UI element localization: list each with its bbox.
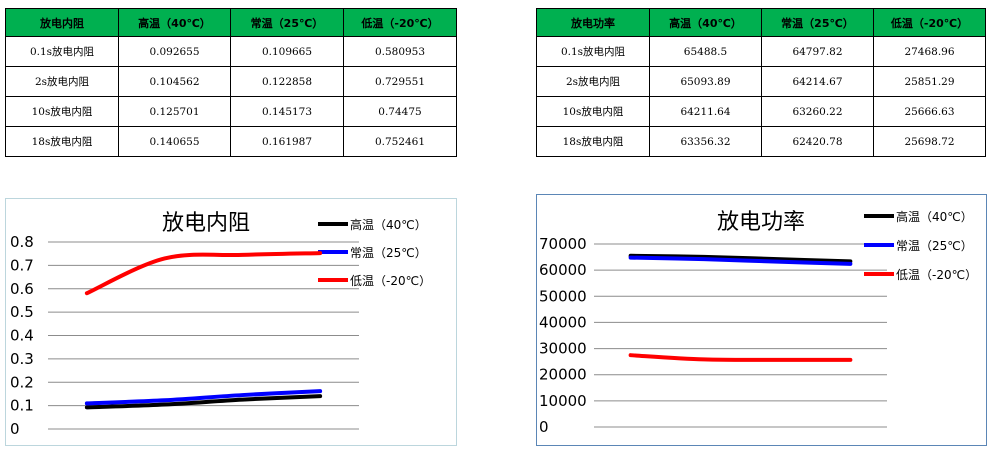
table-header-row: 放电功率 高温（40℃） 常温（25℃） 低温（-20℃） bbox=[536, 8, 986, 37]
table-cell: 0.1s放电内阻 bbox=[5, 36, 119, 67]
table-row: 18s放电内阻 0.140655 0.161987 0.752461 bbox=[5, 126, 457, 157]
resistance-chart: 0 0.1 0.2 0.3 0.4 0.5 0.6 0.7 0.8 放电内阻 高温（40℃） 常温（2… bbox=[5, 198, 457, 446]
power-chart: 0 10000 20000 30000 40000 50000 60000 70000 放电功率… bbox=[536, 194, 987, 446]
y-tick-label: 0.5 bbox=[10, 303, 34, 321]
header-cell: 常温（25℃） bbox=[230, 8, 344, 37]
table-cell: 0.580953 bbox=[343, 36, 457, 67]
table-cell: 25666.63 bbox=[873, 96, 986, 127]
table-cell: 25851.29 bbox=[873, 66, 986, 97]
y-tick-label: 10000 bbox=[539, 392, 587, 410]
legend-label: 高温（40℃） bbox=[350, 217, 427, 232]
chart-title: 放电功率 bbox=[717, 210, 805, 235]
y-tick-label: 70000 bbox=[539, 235, 587, 253]
table-header-row: 放电内阻 高温（40℃） 常温（25℃） 低温（-20℃） bbox=[5, 8, 457, 37]
table-cell: 0.729551 bbox=[343, 66, 457, 97]
table-cell: 0.145173 bbox=[230, 96, 344, 127]
table-cell: 0.092655 bbox=[118, 36, 231, 67]
table-cell: 2s放电内阻 bbox=[536, 66, 650, 97]
table-row: 10s放电内阻 0.125701 0.145173 0.74475 bbox=[5, 96, 457, 127]
table-cell: 18s放电内阻 bbox=[5, 126, 119, 157]
y-tick-label: 50000 bbox=[539, 287, 587, 305]
header-cell: 高温（40℃） bbox=[118, 8, 231, 37]
table-cell: 0.122858 bbox=[230, 66, 344, 97]
table-cell: 0.1s放电内阻 bbox=[536, 36, 650, 67]
table-cell: 18s放电内阻 bbox=[536, 126, 650, 157]
header-cell: 低温（-20℃） bbox=[343, 8, 457, 37]
legend-label: 常温（25℃） bbox=[896, 239, 973, 253]
y-tick-label: 0.2 bbox=[10, 373, 34, 391]
y-tick-label: 0.4 bbox=[10, 327, 34, 345]
y-tick-label: 0.6 bbox=[10, 280, 34, 298]
series-line bbox=[628, 253, 853, 264]
table-cell: 65488.5 bbox=[649, 36, 762, 67]
series-line bbox=[628, 255, 853, 266]
legend-label: 低温（-20℃） bbox=[896, 268, 977, 282]
power-chart-svg: 0 10000 20000 30000 40000 50000 60000 70000 放电功率… bbox=[539, 209, 977, 436]
series-line bbox=[84, 251, 323, 296]
table-cell: 10s放电内阻 bbox=[5, 96, 119, 127]
table-cell: 0.140655 bbox=[118, 126, 231, 157]
table-cell: 25698.72 bbox=[873, 126, 986, 157]
table-row: 0.1s放电内阻 65488.5 64797.82 27468.96 bbox=[536, 36, 986, 67]
table-row: 2s放电内阻 65093.89 64214.67 25851.29 bbox=[536, 66, 986, 97]
table-row: 18s放电内阻 63356.32 62420.78 25698.72 bbox=[536, 126, 986, 157]
y-tick-label: 0 bbox=[539, 418, 549, 436]
table-cell: 64797.82 bbox=[761, 36, 874, 67]
resistance-table: 放电内阻 高温（40℃） 常温（25℃） 低温（-20℃） 0.1s放电内阻 0… bbox=[5, 8, 457, 157]
table-cell: 0.109665 bbox=[230, 36, 344, 67]
series-line bbox=[84, 394, 323, 410]
y-tick-label: 0.1 bbox=[10, 397, 34, 415]
table-cell: 0.161987 bbox=[230, 126, 344, 157]
table-cell: 63356.32 bbox=[649, 126, 762, 157]
legend-label: 低温（-20℃） bbox=[350, 274, 431, 288]
resistance-chart-svg: 0 0.1 0.2 0.3 0.4 0.5 0.6 0.7 0.8 放电内阻 高温（40℃） 常温（2… bbox=[10, 211, 431, 438]
table-cell: 0.104562 bbox=[118, 66, 231, 97]
table-cell: 0.125701 bbox=[118, 96, 231, 127]
table-cell: 0.752461 bbox=[343, 126, 457, 157]
header-cell: 放电内阻 bbox=[5, 8, 119, 37]
header-cell: 高温（40℃） bbox=[649, 8, 762, 37]
y-tick-label: 0.7 bbox=[10, 256, 34, 274]
table-cell: 65093.89 bbox=[649, 66, 762, 97]
legend-label: 常温（25℃） bbox=[350, 246, 427, 260]
header-cell: 常温（25℃） bbox=[761, 8, 874, 37]
table-cell: 63260.22 bbox=[761, 96, 874, 127]
y-tick-label: 0.3 bbox=[10, 350, 34, 368]
table-cell: 27468.96 bbox=[873, 36, 986, 67]
table-cell: 64214.67 bbox=[761, 66, 874, 97]
legend-label: 高温（40℃） bbox=[896, 209, 973, 224]
y-tick-label: 0 bbox=[10, 420, 20, 438]
table-row: 2s放电内阻 0.104562 0.122858 0.729551 bbox=[5, 66, 457, 97]
header-cell: 低温（-20℃） bbox=[873, 8, 986, 37]
table-cell: 10s放电内阻 bbox=[536, 96, 650, 127]
table-cell: 2s放电内阻 bbox=[5, 66, 119, 97]
y-tick-label: 20000 bbox=[539, 366, 587, 384]
series-line bbox=[84, 389, 323, 406]
series-line bbox=[628, 353, 853, 362]
y-tick-label: 60000 bbox=[539, 261, 587, 279]
power-table: 放电功率 高温（40℃） 常温（25℃） 低温（-20℃） 0.1s放电内阻 6… bbox=[536, 8, 986, 157]
table-cell: 0.74475 bbox=[343, 96, 457, 127]
table-cell: 64211.64 bbox=[649, 96, 762, 127]
table-row: 0.1s放电内阻 0.092655 0.109665 0.580953 bbox=[5, 36, 457, 67]
chart-title: 放电内阻 bbox=[162, 211, 250, 236]
y-tick-label: 30000 bbox=[539, 340, 587, 358]
y-tick-label: 0.8 bbox=[10, 233, 34, 251]
y-tick-label: 40000 bbox=[539, 313, 587, 331]
table-cell: 62420.78 bbox=[761, 126, 874, 157]
header-cell: 放电功率 bbox=[536, 8, 650, 37]
table-row: 10s放电内阻 64211.64 63260.22 25666.63 bbox=[536, 96, 986, 127]
